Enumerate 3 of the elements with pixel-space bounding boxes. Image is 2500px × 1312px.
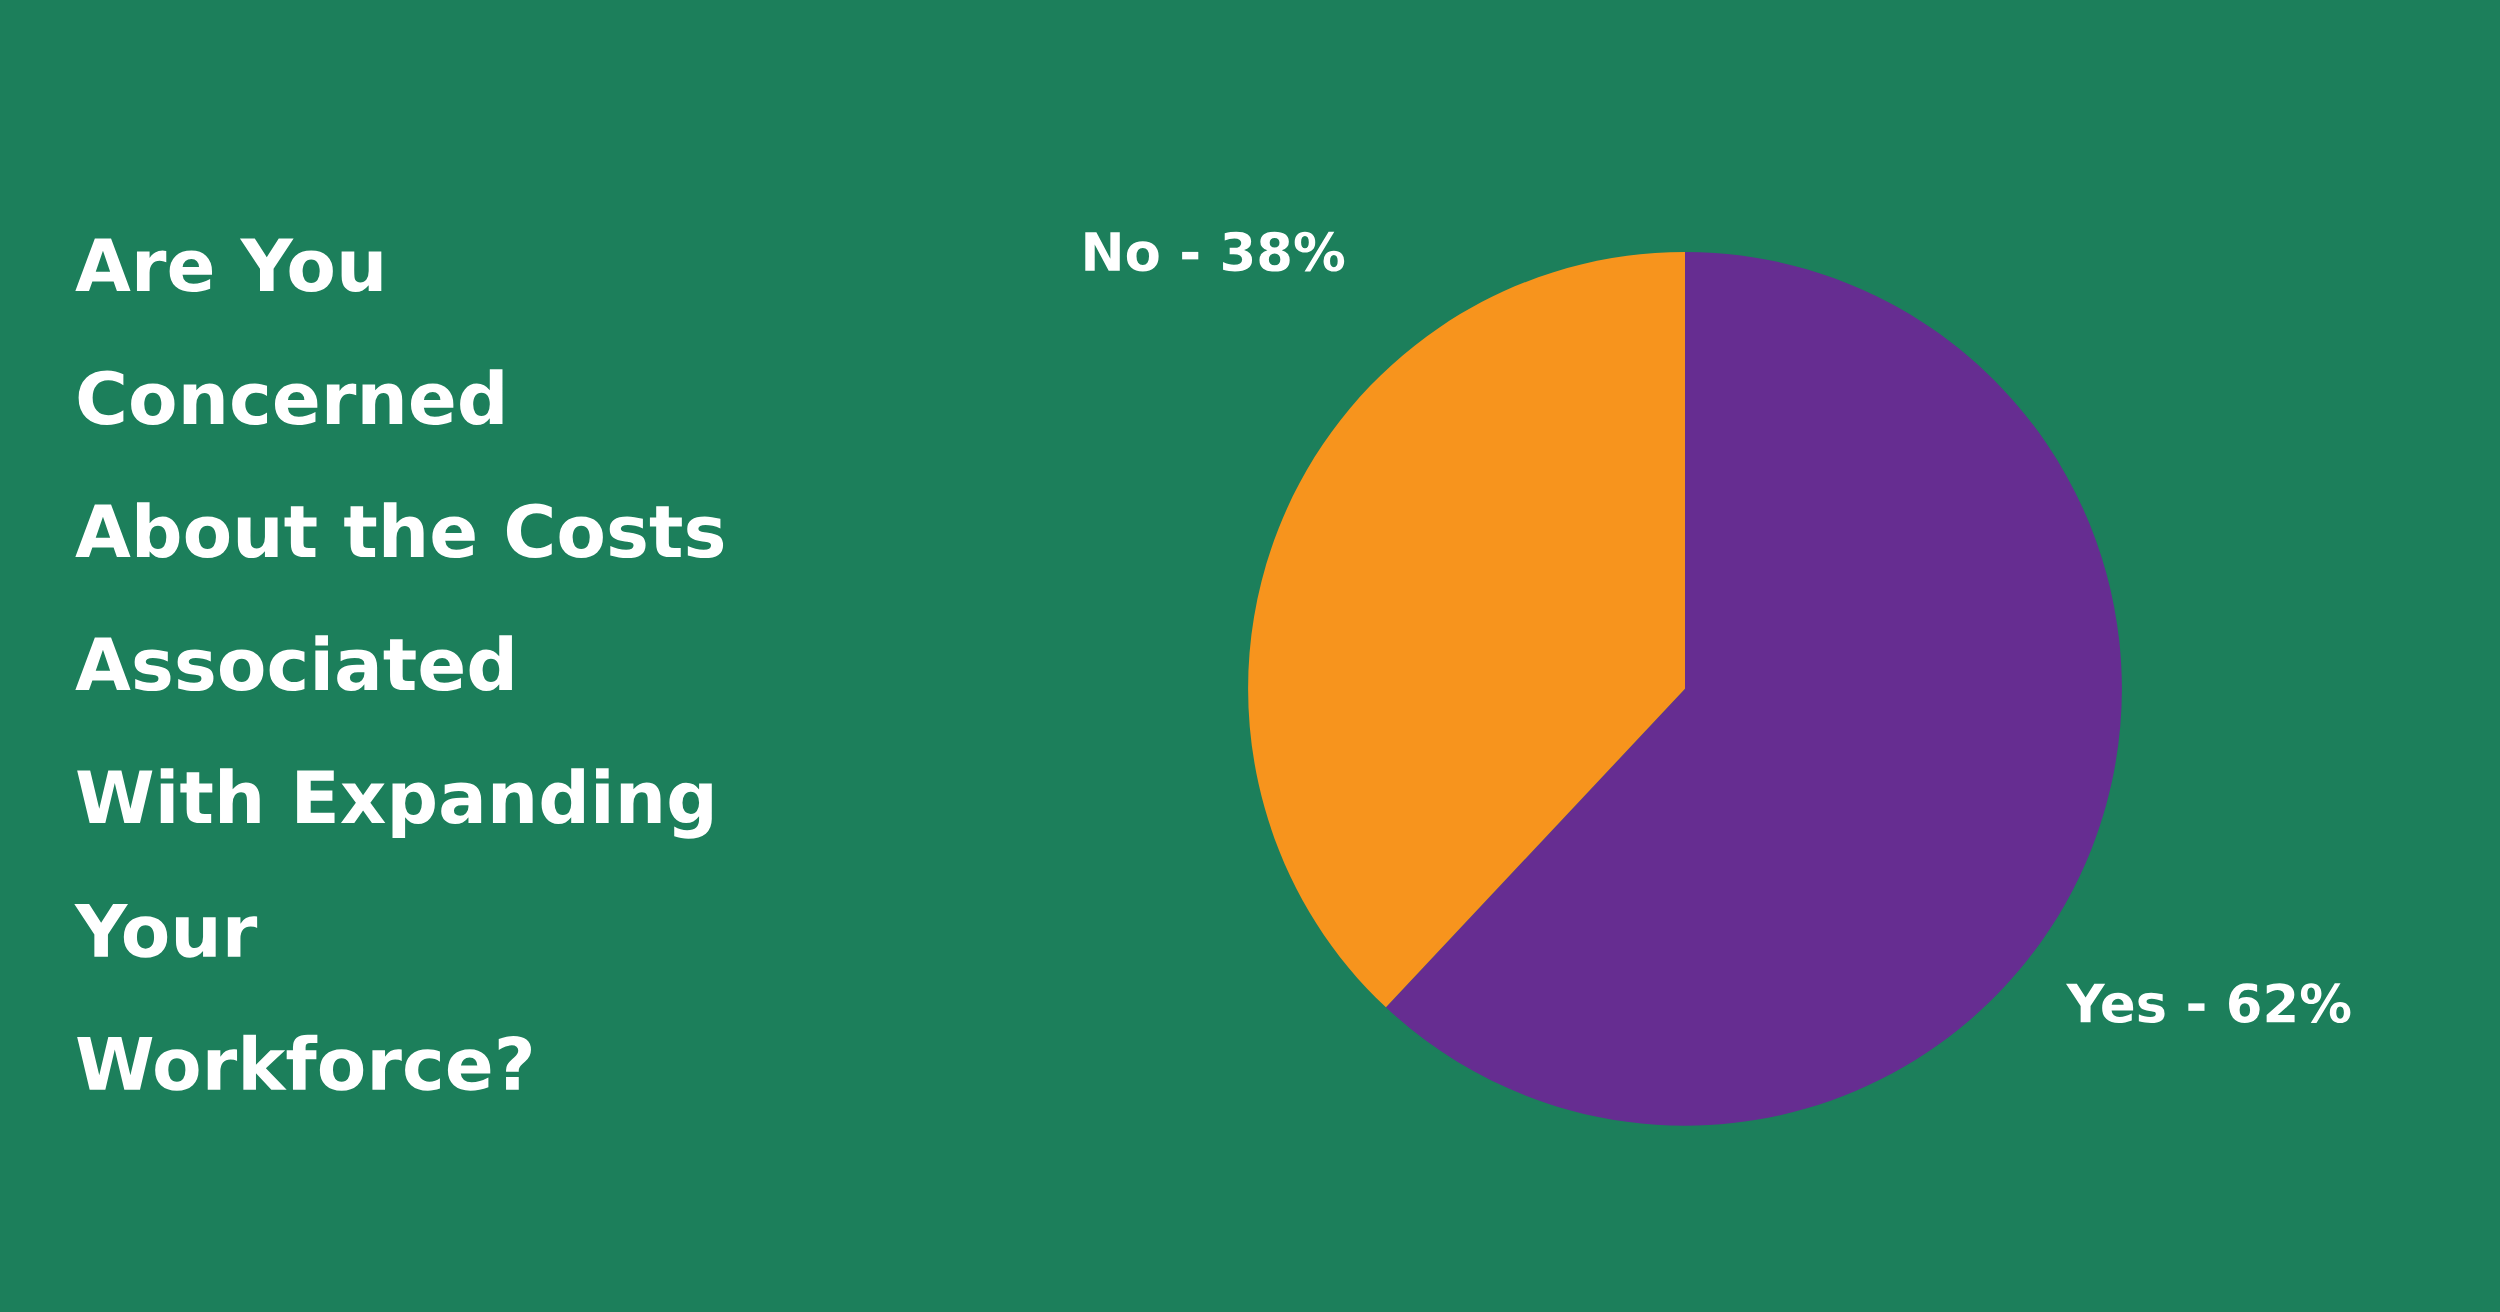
slice-label: Yes - 62% — [2065, 983, 2351, 1024]
slice-label: No - 38% — [1085, 231, 1345, 272]
text: Are You Concerned About the Costs Associated With Expanding Your Workforce? — [74, 238, 724, 1091]
